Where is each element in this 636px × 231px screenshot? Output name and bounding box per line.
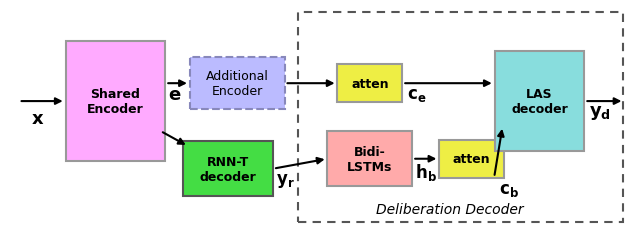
Text: $\mathbf{y_d}$: $\mathbf{y_d}$ — [590, 104, 611, 122]
FancyBboxPatch shape — [495, 52, 584, 151]
Text: atten: atten — [351, 77, 389, 90]
Text: $\mathbf{c_b}$: $\mathbf{c_b}$ — [499, 180, 519, 198]
Text: Shared
Encoder: Shared Encoder — [87, 88, 144, 116]
Text: Bidi-
LSTMs: Bidi- LSTMs — [347, 145, 392, 173]
Text: $\mathbf{x}$: $\mathbf{x}$ — [31, 109, 44, 128]
Text: atten: atten — [453, 153, 490, 166]
FancyBboxPatch shape — [328, 132, 412, 186]
Text: LAS
decoder: LAS decoder — [511, 88, 568, 116]
FancyBboxPatch shape — [338, 65, 403, 103]
FancyBboxPatch shape — [66, 42, 165, 161]
FancyBboxPatch shape — [183, 142, 273, 196]
Text: $\mathbf{e}$: $\mathbf{e}$ — [169, 86, 182, 104]
Text: $\mathbf{y_r}$: $\mathbf{y_r}$ — [276, 171, 295, 189]
FancyBboxPatch shape — [190, 58, 284, 109]
Text: Additional
Encoder: Additional Encoder — [205, 70, 268, 98]
Text: Deliberation Decoder: Deliberation Decoder — [376, 203, 523, 216]
FancyBboxPatch shape — [439, 140, 504, 178]
Text: RNN-T
decoder: RNN-T decoder — [200, 155, 256, 183]
Text: $\mathbf{c_e}$: $\mathbf{c_e}$ — [407, 86, 427, 104]
Text: $\mathbf{h_b}$: $\mathbf{h_b}$ — [415, 161, 437, 182]
